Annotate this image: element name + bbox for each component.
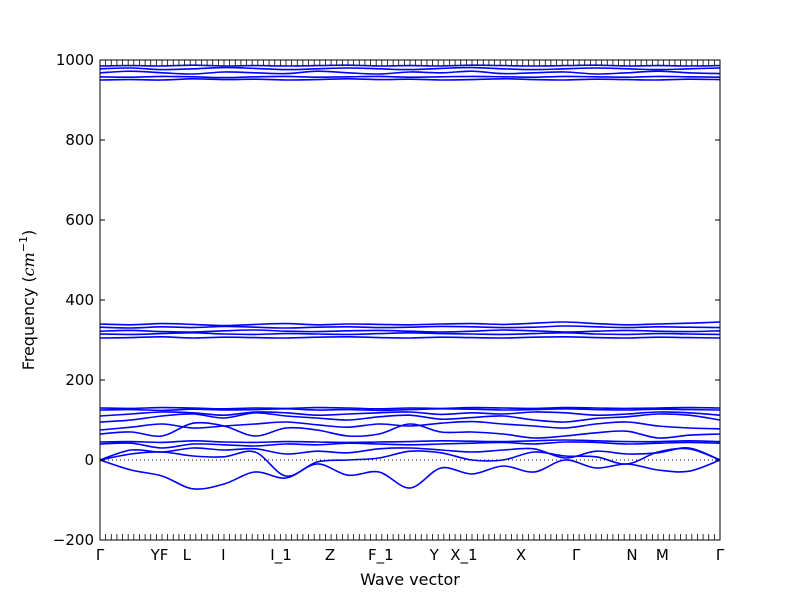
band-line-16	[99, 321, 721, 327]
x-tick-label-4: I	[221, 546, 225, 564]
x-axis-label: Wave vector	[360, 570, 460, 589]
band-line-14	[99, 329, 721, 333]
band-line-7	[99, 420, 721, 431]
x-tick-label-10: X	[516, 546, 526, 564]
y-axis-label-unit: cm	[19, 252, 38, 276]
band-line-15	[99, 325, 721, 329]
plot-frame	[99, 59, 721, 541]
x-tick-label-6: Z	[325, 546, 335, 564]
x-tick-label-2: YF	[150, 546, 169, 564]
x-tick-label-7: F_1	[368, 546, 394, 565]
y-tick-label: 1000	[56, 51, 94, 69]
x-tick-label-1: Γ	[96, 546, 105, 564]
band-line-5	[99, 439, 721, 444]
band-line-6	[99, 421, 721, 439]
y-axis-label-exponent: −1	[17, 236, 30, 252]
band-line-8	[99, 411, 721, 423]
y-tick-label: 200	[65, 371, 94, 389]
y-tick-label: 400	[65, 291, 94, 309]
y-axis-label: Frequency (cm−1)	[17, 230, 38, 371]
x-tick-label-11: Γ	[572, 546, 581, 564]
y-tick-label: 800	[65, 131, 94, 149]
band-line-20	[99, 66, 721, 71]
band-line-10	[99, 407, 721, 412]
band-line-18	[99, 75, 721, 79]
x-tick-label-3: L	[183, 546, 192, 564]
band-line-9	[99, 411, 721, 417]
band-line-2	[99, 447, 721, 477]
x-tick-label-14: Γ	[716, 546, 725, 564]
x-tick-label-9: X_1	[450, 546, 477, 565]
band-line-13	[99, 331, 721, 336]
band-line-11	[99, 406, 721, 410]
x-tick-label-12: N	[626, 546, 637, 564]
y-tick-label: 600	[65, 211, 94, 229]
band-line-12	[99, 335, 721, 339]
band-line-3	[99, 447, 721, 461]
y-axis-ticks: −200 0 200 400 600 800 1000	[53, 51, 720, 549]
y-axis-label-close: )	[19, 230, 38, 236]
x-tick-label-8: Y	[429, 546, 440, 564]
band-line-17	[99, 77, 721, 81]
x-tick-label-5: I_1	[270, 546, 291, 565]
x-tick-marks	[99, 60, 721, 540]
band-line-4	[99, 441, 721, 449]
band-line-19	[99, 70, 721, 75]
y-tick-label: 0	[84, 451, 94, 469]
x-axis-ticks: Γ YF L I I_1 Z F_1 Y X_1 X Γ N M Γ	[96, 546, 725, 565]
y-axis-label-text: Frequency (	[19, 276, 38, 370]
x-tick-label-13: M	[656, 546, 669, 564]
band-line-1	[99, 459, 721, 490]
y-tick-label: −200	[53, 531, 94, 549]
band-lines	[99, 64, 721, 490]
